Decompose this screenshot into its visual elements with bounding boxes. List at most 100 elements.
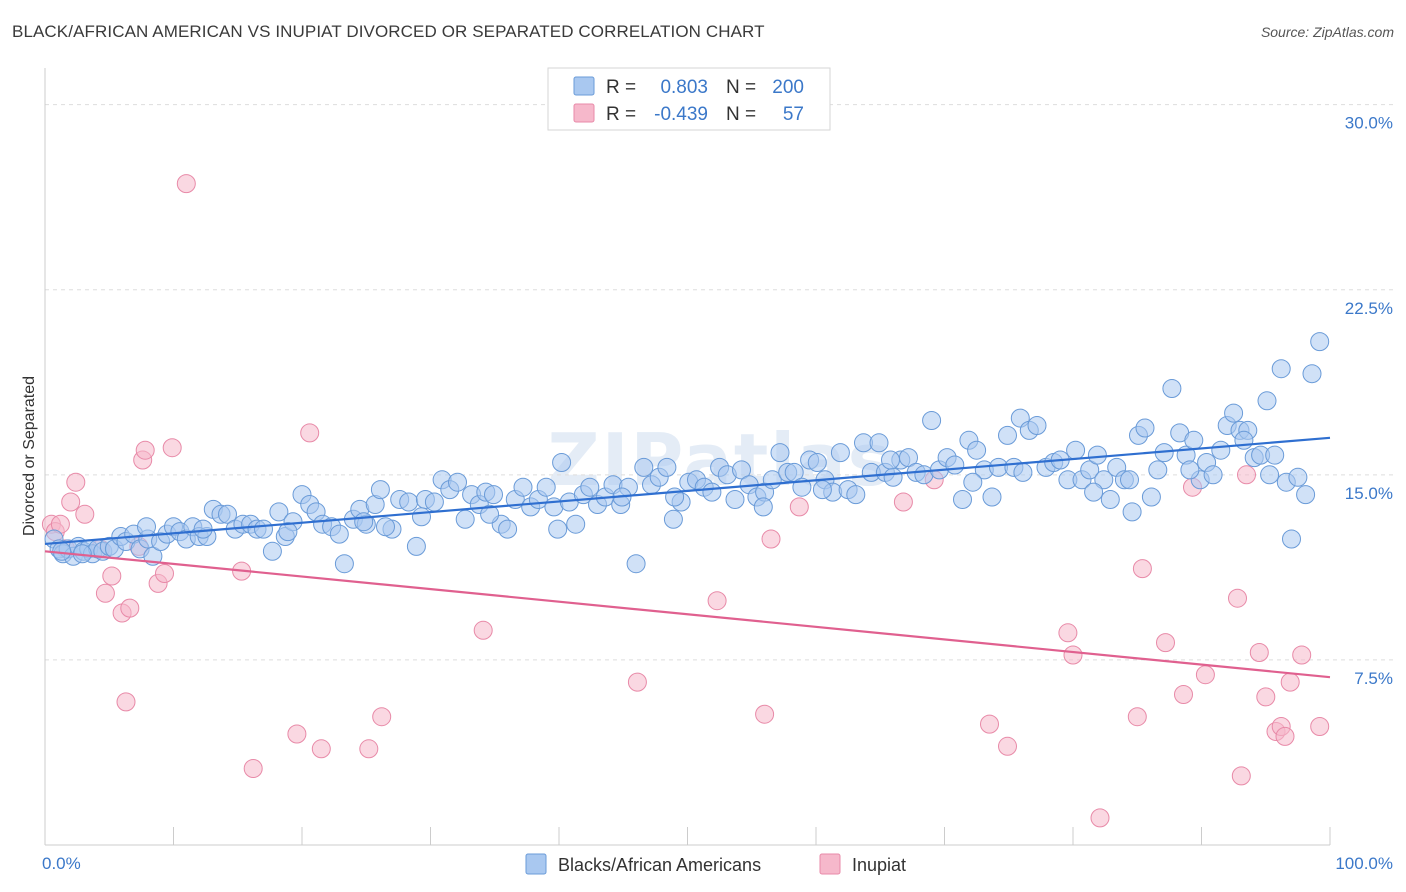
- inupiat-point: [1249, 643, 1269, 662]
- chart-source: Source: ZipAtlas.com: [1260, 24, 1394, 40]
- blacks-point: [663, 509, 683, 529]
- blacks-point: [1066, 440, 1086, 460]
- legend-blue-swatch: [573, 76, 595, 96]
- legend-r-value-1: 0.803: [660, 77, 708, 98]
- blacks-point: [1184, 430, 1204, 450]
- legend-n-label-1: N =: [726, 77, 756, 98]
- blacks-point: [484, 485, 503, 505]
- legend-n-value-1: 200: [772, 77, 804, 98]
- blacks-point: [830, 443, 850, 463]
- inupiat-point: [1275, 726, 1295, 746]
- blacks-point: [262, 541, 282, 561]
- y-tick-label: 7.5%: [1354, 669, 1393, 688]
- blacks-point: [566, 514, 586, 534]
- blacks-point: [626, 554, 646, 574]
- x-tick-labels: 0.0% 100.0%: [42, 854, 1393, 873]
- y-axis-title: Divorced or Separated: [21, 376, 38, 536]
- inupiat-point: [1237, 465, 1256, 485]
- blacks-point: [634, 457, 654, 477]
- legend-pink-swatch: [573, 103, 595, 123]
- blacks-point: [953, 490, 972, 509]
- blacks-point: [967, 440, 987, 460]
- inupiat-point: [893, 492, 913, 512]
- blacks-point: [812, 480, 832, 500]
- blacks-point: [1135, 418, 1155, 438]
- blacks-point: [883, 467, 903, 487]
- blacks-point: [1087, 445, 1107, 465]
- blacks-point: [922, 411, 942, 430]
- blacks-point: [998, 425, 1017, 445]
- blacks-point: [1180, 460, 1200, 480]
- inupiat-point: [66, 472, 86, 492]
- inupiat-point: [135, 440, 155, 460]
- blacks-point: [334, 554, 354, 574]
- blacks-point: [1211, 440, 1231, 460]
- inupiat-point: [1195, 665, 1215, 685]
- blacks-point: [945, 455, 965, 475]
- blacks-point: [552, 453, 572, 472]
- x-tick-label: 0.0%: [42, 854, 81, 873]
- blacks-point: [412, 507, 431, 527]
- inupiat-points: [41, 174, 1330, 828]
- legend-r-value-2: -0.439: [654, 104, 708, 125]
- inupiat-point: [1127, 707, 1147, 727]
- inupiat-point: [120, 598, 140, 618]
- blacks-point: [536, 477, 556, 497]
- y-tick-label: 22.5%: [1345, 299, 1393, 318]
- inupiat-point: [1256, 687, 1276, 707]
- inupiat-point: [95, 583, 115, 603]
- inupiat-point: [998, 736, 1017, 756]
- correlation-legend: R = 0.803 N = 200 R = -0.439 N = 57: [547, 67, 831, 131]
- blacks-point: [269, 502, 289, 522]
- legend-r-label-2: R =: [606, 104, 636, 125]
- blacks-point: [1122, 502, 1142, 522]
- inupiat-point: [1231, 766, 1251, 786]
- y-tick-label: 15.0%: [1345, 484, 1393, 503]
- blacks-point: [657, 457, 677, 477]
- blacks-point: [193, 519, 213, 539]
- blacks-point: [1288, 467, 1308, 487]
- y-tick-labels: 7.5% 15.0% 22.5% 30.0%: [1345, 114, 1393, 688]
- blacks-point: [732, 460, 751, 480]
- blacks-point: [807, 453, 827, 472]
- inupiat-point: [287, 724, 307, 744]
- blacks-point: [580, 477, 600, 497]
- inupiat-point: [1058, 623, 1078, 643]
- inupiat-trend-line: [44, 550, 1331, 679]
- inupiat-point: [359, 739, 379, 759]
- blacks-trend-line: [44, 436, 1331, 546]
- inupiat-point: [1156, 633, 1175, 653]
- inupiat-point: [162, 438, 182, 458]
- inupiat-point: [761, 529, 781, 549]
- blacks-point: [1080, 460, 1100, 480]
- blacks-point: [963, 472, 983, 492]
- axes: [44, 68, 1331, 846]
- bottom-legend-blue-swatch: [525, 853, 547, 875]
- bottom-legend-pink-swatch: [819, 853, 841, 875]
- blacks-points: [44, 332, 1330, 574]
- chart-title: BLACK/AFRICAN AMERICAN VS INUPIAT DIVORC…: [12, 22, 765, 41]
- blacks-point: [1260, 465, 1280, 485]
- inupiat-point: [311, 739, 331, 759]
- blacks-point: [480, 504, 500, 524]
- inupiat-point: [980, 714, 999, 734]
- blacks-point: [448, 472, 467, 492]
- blacks-point: [1234, 430, 1254, 450]
- inupiat-point: [1132, 559, 1152, 579]
- blacks-point: [753, 497, 773, 517]
- bottom-legend-blacks: Blacks/African Americans: [558, 855, 761, 875]
- inupiat-point: [707, 591, 727, 611]
- inupiat-point: [61, 492, 81, 512]
- inupiat-point: [243, 759, 263, 778]
- blacks-point: [399, 492, 419, 512]
- blacks-point: [424, 492, 444, 512]
- inupiat-point: [627, 672, 647, 692]
- y-tick-label: 30.0%: [1345, 114, 1393, 133]
- blacks-point: [702, 482, 722, 502]
- inupiat-point: [176, 174, 196, 194]
- blacks-point: [869, 433, 889, 453]
- inupiat-point: [1292, 645, 1312, 665]
- blacks-point: [770, 443, 790, 463]
- inupiat-point: [755, 704, 775, 724]
- inupiat-point: [116, 692, 136, 712]
